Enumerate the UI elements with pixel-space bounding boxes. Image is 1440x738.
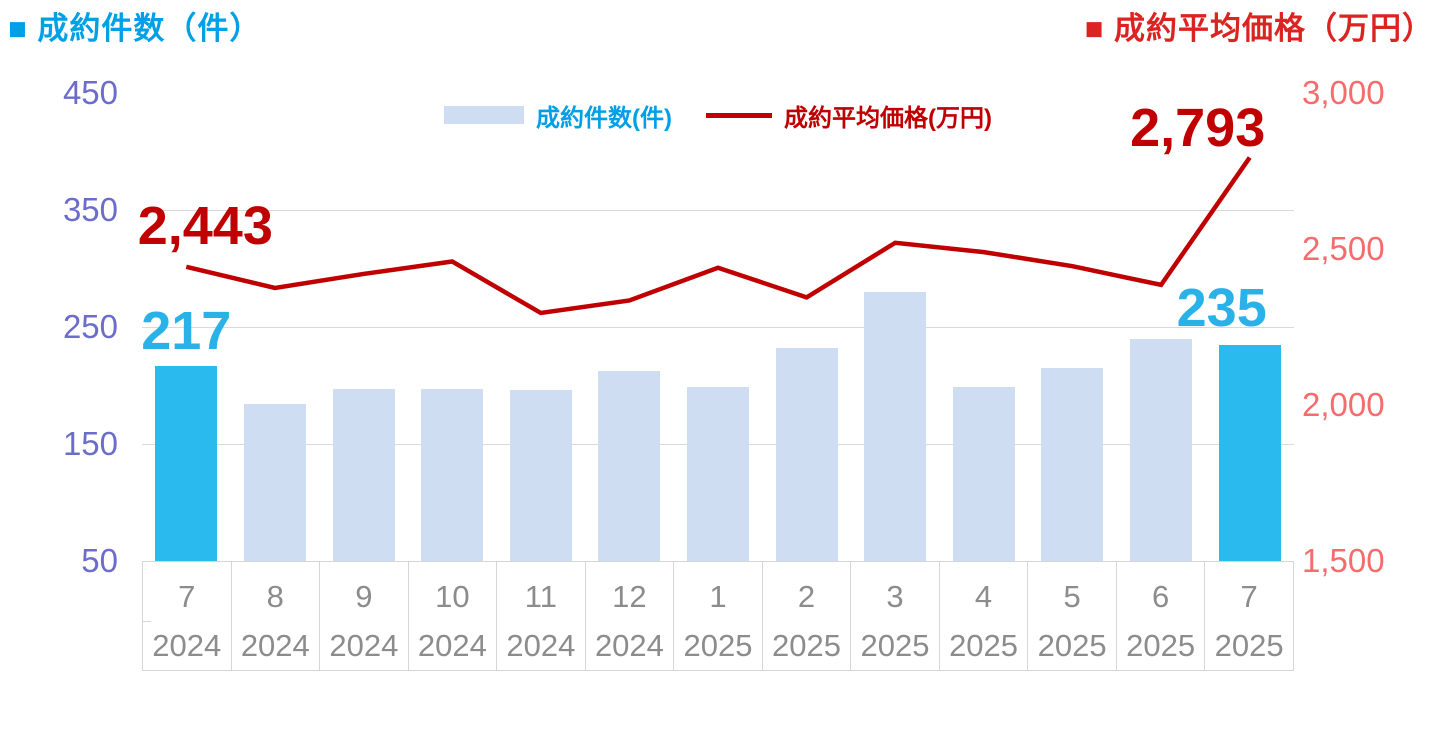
x-axis-month-label: 8 [266, 579, 284, 614]
bar-1-2025 [687, 386, 749, 561]
right-y-tick-label: 1,500 [1302, 542, 1385, 579]
x-axis-year-label: 2025 [949, 628, 1019, 663]
x-axis-month-label: 4 [974, 579, 993, 614]
price-line [185, 156, 1252, 316]
left-y-tick-label: 350 [62, 191, 118, 228]
x-axis-month-label: 12 [612, 579, 647, 614]
x-axis-month-label: 7 [1240, 579, 1258, 614]
x-axis-cell: 6 2025 [1117, 562, 1206, 670]
left-y-axis: 450 350 250 150 50 [0, 75, 118, 579]
bar-3-2025 [864, 291, 927, 561]
x-axis-year-label: 2025 [772, 628, 841, 663]
bar-4-2025 [952, 386, 1015, 561]
bar-value-label: 217 [141, 300, 232, 361]
right-y-tick-label: 2,500 [1302, 230, 1385, 267]
x-axis-year-label: 2024 [152, 628, 222, 663]
x-axis-year-label: 2025 [1037, 628, 1107, 663]
x-axis-category-table: 7 2024 8 2024 9 2024 10 2024 11 2024 12 2024 1 2025 2 2… [142, 561, 1294, 671]
bar-10-2024 [421, 389, 484, 561]
x-axis-cell: 12 2024 [586, 562, 675, 670]
x-axis-month-label: 3 [886, 579, 904, 614]
bar-8-2024 [243, 404, 306, 561]
line-series-swatch [706, 112, 772, 118]
x-axis-cell: 9 2024 [320, 562, 409, 670]
x-axis-month-label: 1 [709, 579, 727, 614]
legend: 成約件数(件) 成約平均価格(万円) [142, 98, 1294, 132]
gridline [142, 210, 1294, 211]
bar-12-2024 [598, 371, 661, 561]
left-axis-title: ■ 成約件数（件） [8, 11, 262, 46]
bar-7-2024 [155, 365, 218, 561]
right-y-axis: 3,000 2,500 2,000 1,500 [1302, 75, 1440, 579]
x-axis-month-label: 7 [178, 579, 196, 614]
x-axis-cell: 7 2024 [143, 562, 232, 670]
bar-value-label: 235 [1176, 277, 1267, 338]
x-axis-year-label: 2024 [594, 628, 664, 663]
right-y-tick-label: 2,000 [1302, 386, 1385, 423]
x-axis-month-label: 9 [355, 579, 373, 614]
bar-11-2024 [509, 390, 572, 561]
x-axis-cell: 10 2024 [409, 562, 498, 670]
left-y-tick-label: 450 [62, 74, 118, 111]
gridline [142, 327, 1294, 328]
bar-5-2025 [1041, 367, 1104, 561]
right-y-tick-label: 3,000 [1302, 74, 1385, 111]
line-value-label: 2,793 [1130, 97, 1266, 158]
bar-series-swatch [444, 106, 525, 124]
x-axis-month-label: 2 [797, 579, 816, 614]
plot-area: 217 235 2,443 2,793 [138, 93, 1294, 561]
x-axis-cell: 5 2025 [1028, 562, 1117, 670]
x-axis-year-label: 2024 [240, 628, 310, 663]
bar-6-2025 [1130, 338, 1193, 561]
x-axis-year-label: 2025 [860, 628, 930, 663]
line-value-label: 2,443 [137, 195, 273, 256]
x-axis-year-label: 2025 [1126, 628, 1196, 663]
bar-series-legend-label: 成約件数(件) [536, 104, 672, 132]
bar-7-2025 [1218, 344, 1281, 561]
x-axis-cell: 3 2025 [851, 562, 940, 670]
left-y-tick-label: 150 [62, 425, 118, 462]
x-axis-year-label: 2024 [506, 628, 576, 663]
x-axis-cell: 7 2025 [1205, 562, 1293, 670]
x-axis-cell: 4 2025 [940, 562, 1029, 670]
x-axis-month-label: 10 [435, 579, 470, 614]
x-axis-year-label: 2024 [329, 628, 399, 663]
bar-9-2024 [332, 389, 395, 561]
line-series [185, 156, 1252, 316]
left-y-tick-label: 50 [81, 542, 118, 579]
left-y-tick-label: 250 [62, 308, 118, 345]
line-series-legend-label: 成約平均価格(万円) [784, 104, 992, 132]
x-axis-month-label: 11 [524, 579, 557, 614]
x-axis-month-label: 5 [1063, 579, 1081, 614]
x-axis-cell: 2 2025 [763, 562, 852, 670]
x-axis-year-label: 2024 [417, 628, 487, 663]
x-axis-cell: 11 2024 [497, 562, 586, 670]
x-axis-year-label: 2025 [1214, 628, 1284, 663]
x-axis-year-label: 2025 [683, 628, 753, 663]
x-axis-cell: 8 2024 [232, 562, 321, 670]
right-axis-title: ■ 成約平均価格（万円） [1084, 11, 1434, 46]
x-axis-cell: 1 2025 [674, 562, 763, 670]
x-axis-month-label: 6 [1151, 579, 1170, 614]
bar-2-2025 [775, 348, 838, 561]
